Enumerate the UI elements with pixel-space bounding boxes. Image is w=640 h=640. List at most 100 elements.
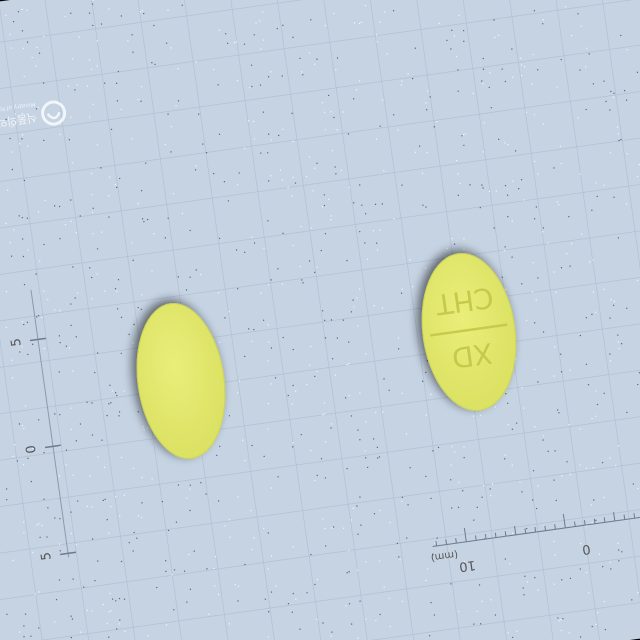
paper-speck <box>120 316 123 319</box>
paper-speck <box>401 184 403 186</box>
paper-speck <box>388 389 390 391</box>
paper-speck <box>463 40 465 42</box>
paper-speck <box>483 484 485 487</box>
paper-speck <box>388 597 390 600</box>
paper-speck <box>267 360 269 362</box>
paper-speck <box>560 475 563 477</box>
paper-speck <box>213 172 215 175</box>
paper-speck <box>344 397 347 399</box>
paper-speck <box>579 636 582 638</box>
paper-speck <box>482 151 484 153</box>
paper-speck <box>120 108 122 110</box>
paper-speck <box>153 24 155 27</box>
paper-speck <box>560 353 562 355</box>
paper-speck <box>292 442 294 444</box>
paper-speck <box>23 283 26 286</box>
paper-speck <box>637 591 639 594</box>
paper-speck <box>71 618 74 620</box>
paper-speck <box>542 23 544 25</box>
paper-speck <box>352 98 355 100</box>
paper-speck <box>12 20 15 23</box>
paper-speck <box>299 265 302 268</box>
paper-speck <box>175 521 178 523</box>
paper-speck <box>585 467 588 470</box>
paper-speck <box>43 139 45 142</box>
paper-speck <box>458 610 460 613</box>
paper-speck <box>244 563 246 566</box>
paper-speck <box>308 156 311 158</box>
paper-speck <box>316 58 318 60</box>
paper-speck <box>170 125 173 128</box>
paper-speck <box>72 370 74 372</box>
paper-speck <box>111 390 114 392</box>
paper-speck <box>613 196 615 198</box>
paper-speck <box>92 207 94 209</box>
paper-speck <box>205 493 207 495</box>
paper-speck <box>560 371 563 373</box>
paper-speck <box>505 392 507 395</box>
paper-speck <box>132 342 134 344</box>
paper-speck <box>167 113 169 115</box>
paper-speck <box>463 238 465 240</box>
paper-speck <box>9 241 11 244</box>
paper-speck <box>43 290 45 292</box>
paper-speck <box>378 456 381 458</box>
paper-speck <box>405 433 408 435</box>
paper-speck <box>375 411 377 414</box>
paper-speck <box>481 600 483 603</box>
paper-speck <box>425 109 428 111</box>
paper-speck <box>78 36 80 38</box>
paper-speck <box>143 12 145 15</box>
paper-speck <box>270 555 273 557</box>
paper-speck <box>167 529 170 532</box>
paper-speck <box>171 574 173 576</box>
paper-speck <box>504 454 506 456</box>
paper-speck <box>421 380 424 382</box>
paper-speck <box>473 623 475 625</box>
bottom-ruler-tick <box>524 528 527 534</box>
paper-speck <box>559 145 562 147</box>
paper-speck <box>426 568 429 570</box>
paper-speck <box>22 47 24 50</box>
paper-speck <box>72 266 74 268</box>
paper-speck <box>626 411 628 414</box>
paper-speck <box>37 419 40 421</box>
paper-speck <box>44 199 46 202</box>
paper-speck <box>379 125 381 127</box>
paper-speck <box>18 631 21 633</box>
paper-speck <box>558 412 560 414</box>
paper-speck <box>418 145 421 147</box>
paper-speck <box>270 279 272 281</box>
paper-speck <box>532 470 535 472</box>
paper-speck <box>595 390 597 392</box>
paper-speck <box>511 464 513 466</box>
paper-speck <box>353 202 355 204</box>
paper-speck <box>308 260 311 262</box>
paper-speck <box>147 426 149 429</box>
paper-speck <box>621 551 623 553</box>
paper-speck <box>79 215 81 217</box>
paper-speck <box>482 57 484 60</box>
paper-speck <box>555 499 557 502</box>
paper-speck <box>457 69 459 71</box>
paper-speck <box>58 543 61 545</box>
paper-speck <box>609 109 611 111</box>
paper-speck <box>132 467 135 470</box>
paper-speck <box>18 423 21 425</box>
paper-speck <box>375 242 378 244</box>
paper-speck <box>70 199 72 201</box>
paper-speck <box>534 576 536 579</box>
paper-speck <box>430 601 432 604</box>
paper-speck <box>65 449 68 451</box>
paper-speck <box>334 166 336 168</box>
paper-speck <box>91 506 93 508</box>
paper-speck <box>617 445 620 447</box>
paper-speck <box>310 345 312 348</box>
paper-speck <box>216 454 218 457</box>
paper-speck <box>108 216 110 218</box>
paper-speck <box>32 343 34 346</box>
paper-speck <box>596 611 599 614</box>
paper-speck <box>591 417 593 420</box>
paper-speck <box>357 429 359 431</box>
